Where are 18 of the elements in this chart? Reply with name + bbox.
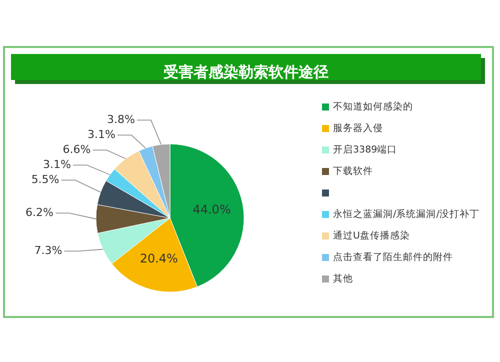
data-label: 5.5% (31, 173, 60, 186)
legend-label: 下载软件 (333, 165, 373, 178)
data-label: 7.3% (34, 244, 62, 258)
legend-label: 其他 (333, 272, 353, 285)
legend-label: 不知道如何感染的 (333, 100, 413, 113)
legend-label: 永恒之蓝漏洞/系统漏洞/没打补丁 (333, 208, 480, 220)
chart-title: 受害者感染勒索软件途径 (162, 63, 328, 82)
legend-label: 通过U盘传播感染 (333, 230, 410, 242)
data-label: 6.2% (26, 206, 54, 220)
legend-label: 服务器入侵 (333, 122, 383, 134)
data-label: 3.1% (43, 158, 71, 172)
data-label: 44.0% (192, 202, 231, 216)
legend-label: 点击查看了陌生邮件的附件 (333, 251, 453, 264)
data-label: 3.8% (107, 113, 135, 126)
data-label: 20.4% (140, 251, 178, 266)
data-label: 6.6% (62, 143, 91, 156)
legend-label: 开启3389端口 (333, 144, 398, 156)
data-label: 3.1% (88, 128, 116, 142)
